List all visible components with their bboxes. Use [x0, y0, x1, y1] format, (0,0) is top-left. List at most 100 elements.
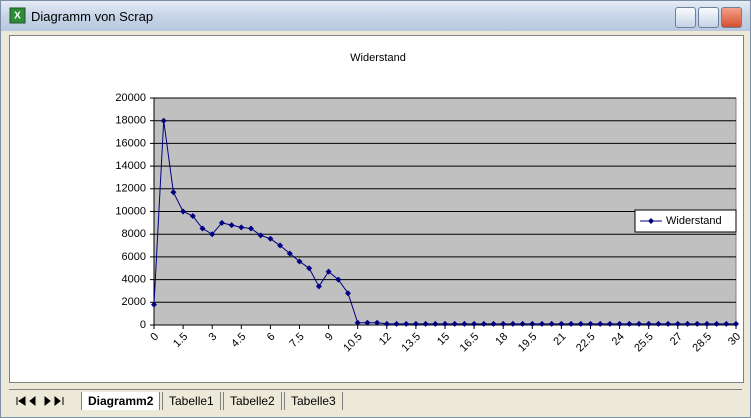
sheet-tab[interactable]: Diagramm2	[81, 392, 161, 410]
data-point	[412, 320, 419, 327]
data-point	[500, 320, 507, 327]
data-point	[597, 320, 604, 327]
data-point	[160, 117, 167, 124]
data-point	[490, 320, 497, 327]
sheet-tab[interactable]: Tabelle2	[223, 392, 282, 410]
maximize-button[interactable]	[698, 7, 719, 28]
legend-marker	[648, 218, 654, 224]
y-tick-label: 20000	[115, 92, 146, 104]
x-tick-label: 9	[323, 331, 336, 344]
data-point	[432, 320, 439, 327]
data-point	[509, 320, 516, 327]
data-point	[519, 320, 526, 327]
tab-nav	[16, 395, 64, 407]
data-point	[238, 224, 245, 231]
y-tick-label: 18000	[115, 115, 146, 127]
data-point	[248, 225, 254, 232]
data-point	[480, 320, 487, 327]
y-tick-label: 16000	[115, 137, 146, 149]
x-tick-label: 28.5	[690, 331, 714, 355]
data-point	[568, 320, 575, 327]
sheet-tab[interactable]: Tabelle3	[284, 392, 343, 410]
data-point	[315, 283, 322, 290]
data-point	[335, 276, 342, 283]
minimize-button[interactable]	[675, 7, 696, 28]
sheet-tabs: Diagramm2 Tabelle1 Tabelle2 Tabelle3	[9, 389, 742, 412]
data-point	[257, 232, 264, 239]
data-point	[383, 320, 390, 327]
data-point	[529, 320, 536, 327]
x-tick-label: 25.5	[632, 331, 656, 355]
x-tick-label: 13.5	[399, 331, 423, 355]
x-tick-label: 6	[265, 331, 278, 344]
x-tick-label: 16.5	[458, 331, 482, 355]
x-tick-label: 18	[493, 331, 510, 348]
data-point	[189, 213, 196, 220]
data-point	[451, 320, 458, 327]
data-point	[558, 320, 565, 327]
data-point	[403, 320, 410, 327]
data-point	[228, 222, 235, 229]
x-tick-label: 3	[207, 331, 220, 344]
y-tick-label: 0	[140, 319, 146, 331]
data-point	[577, 320, 584, 327]
data-point	[626, 320, 633, 327]
data-point	[733, 320, 739, 327]
data-point	[325, 268, 332, 275]
data-point	[694, 320, 701, 327]
data-point	[393, 320, 400, 327]
data-point	[354, 319, 361, 326]
close-button[interactable]	[721, 7, 742, 28]
data-point	[548, 320, 555, 327]
x-tick-label: 15	[435, 331, 452, 348]
data-point	[539, 320, 545, 327]
y-tick-label: 14000	[115, 160, 146, 172]
data-point	[442, 320, 448, 327]
window-title: Diagramm von Scrap	[31, 9, 154, 24]
data-point	[277, 242, 284, 249]
y-tick-label: 12000	[115, 183, 146, 195]
data-point	[374, 319, 381, 326]
data-point	[209, 231, 216, 238]
data-point	[199, 225, 206, 232]
svg-text:X: X	[14, 11, 21, 22]
chart-area: Widerstand 0 2000 4000 6000 8000 10000 12000 14…	[9, 35, 744, 383]
data-point	[703, 320, 710, 327]
sheet-tab[interactable]: Tabelle1	[162, 392, 221, 410]
data-point	[345, 290, 351, 297]
data-point	[471, 320, 478, 327]
y-tick-label: 2000	[122, 296, 146, 308]
chart: Widerstand 0 2000 4000 6000 8000 10000 12000 14…	[115, 52, 743, 355]
x-tick-label: 4.5	[229, 331, 248, 350]
x-tick-label: 27	[668, 331, 685, 348]
x-tick-label: 22.5	[574, 331, 598, 355]
data-point	[286, 250, 293, 257]
data-point	[674, 320, 681, 327]
data-point	[267, 235, 274, 242]
data-point	[306, 265, 313, 272]
data-point	[645, 320, 652, 327]
data-point	[218, 219, 225, 226]
x-tick-label: 1.5	[171, 331, 190, 350]
data-point	[665, 320, 672, 327]
data-point	[723, 320, 730, 327]
data-point	[170, 189, 177, 196]
data-point	[296, 258, 303, 265]
y-tick-label: 10000	[115, 205, 146, 217]
data-point	[713, 320, 720, 327]
x-tick-label: 10.5	[341, 331, 365, 355]
x-tick-label: 19.5	[516, 331, 540, 355]
data-point	[461, 320, 468, 327]
title-bar: X Diagramm von Scrap	[1, 1, 750, 31]
data-point	[606, 320, 613, 327]
data-point	[422, 320, 429, 327]
y-tick-label: 8000	[122, 228, 146, 240]
x-tick-label: 7.5	[287, 331, 306, 350]
x-tick-label: 30	[726, 331, 743, 348]
data-point	[587, 320, 594, 327]
data-point	[180, 208, 187, 215]
data-point	[151, 301, 157, 308]
y-tick-label: 6000	[122, 251, 146, 263]
chart-title: Widerstand	[350, 52, 406, 64]
